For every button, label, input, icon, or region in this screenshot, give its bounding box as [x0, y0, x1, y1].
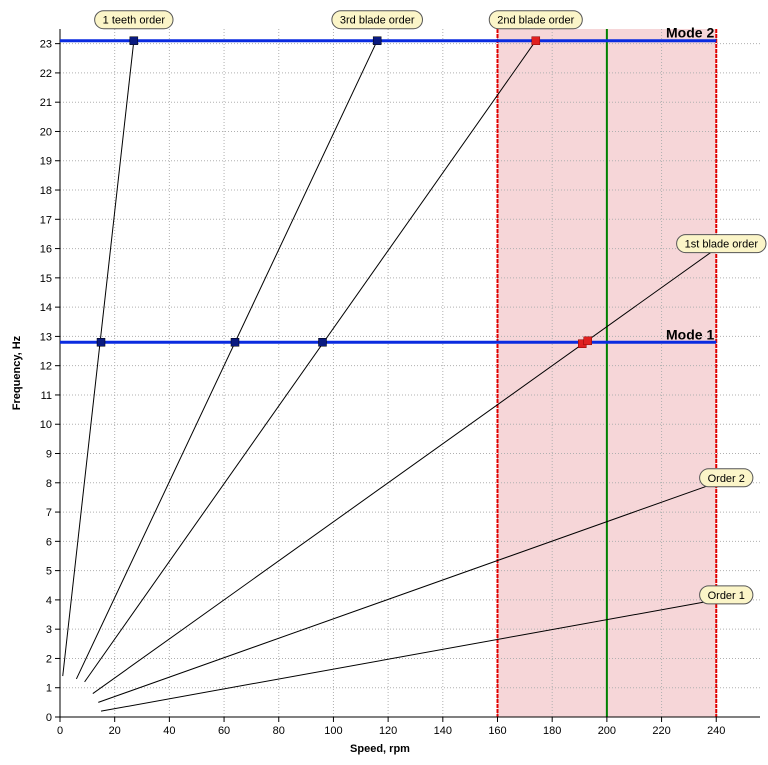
order-label-box	[331, 10, 423, 30]
y-tick-label: 15	[40, 273, 52, 285]
order-line	[84, 40, 537, 683]
order-label: 1 teeth order	[94, 10, 174, 30]
order-label: Order 2	[699, 468, 754, 488]
order-line	[62, 40, 135, 677]
x-tick-label: 40	[163, 725, 175, 737]
y-tick-label: 1	[46, 683, 52, 695]
order-label-box	[699, 585, 754, 605]
y-axis-title: Frequency, Hz	[11, 335, 23, 410]
y-tick-label: 18	[40, 185, 52, 197]
y-tick-label: 10	[40, 419, 52, 431]
mode-label: Mode 1	[666, 326, 714, 342]
x-tick-label: 240	[707, 725, 725, 737]
x-tick-label: 220	[652, 725, 670, 737]
crossing-marker-blue	[230, 338, 240, 347]
y-tick-label: 23	[40, 39, 52, 51]
y-tick-label: 20	[40, 126, 52, 138]
crossing-marker-blue	[372, 36, 382, 45]
order-label-text: Order 2	[708, 473, 745, 485]
crossing-marker-red	[531, 36, 541, 45]
order-line	[92, 248, 717, 694]
y-tick-label: 17	[40, 214, 52, 226]
y-tick-label: 5	[46, 566, 52, 578]
order-label: 2nd blade order	[488, 10, 583, 30]
y-tick-label: 8	[46, 478, 52, 490]
order-line	[100, 599, 717, 712]
crossing-marker-blue	[129, 36, 139, 45]
order-line	[75, 40, 378, 680]
y-tick-label: 14	[40, 302, 52, 314]
y-tick-label: 6	[46, 536, 52, 548]
y-tick-label: 9	[46, 449, 52, 461]
order-label-text: 1 teeth order	[103, 15, 166, 27]
crossing-marker-red	[583, 336, 592, 346]
order-label-text: 1st blade order	[685, 239, 759, 251]
y-tick-label: 0	[46, 712, 52, 724]
x-tick-label: 140	[434, 725, 452, 737]
x-tick-label: 180	[543, 725, 561, 737]
crossing-marker-blue	[318, 338, 327, 347]
y-tick-label: 7	[46, 507, 52, 519]
order-label-box	[676, 234, 767, 254]
order-label-text: 2nd blade order	[497, 15, 574, 27]
x-tick-label: 20	[109, 725, 121, 737]
x-tick-label: 200	[598, 725, 616, 737]
y-tick-label: 13	[40, 331, 52, 343]
y-tick-label: 11	[41, 390, 52, 402]
order-label-text: 3rd blade order	[340, 15, 415, 27]
order-label-text: Order 1	[708, 590, 745, 602]
x-tick-label: 60	[218, 725, 230, 737]
y-tick-label: 16	[40, 244, 52, 256]
x-tick-label: 0	[57, 725, 63, 737]
order-label-box	[94, 10, 174, 30]
order-label-box	[488, 10, 583, 30]
x-axis-title: Speed, rpm	[350, 743, 410, 755]
y-tick-label: 4	[46, 595, 52, 607]
x-tick-label: 100	[324, 725, 342, 737]
order-label: Order 1	[699, 585, 754, 605]
x-tick-label: 80	[273, 725, 285, 737]
y-tick-label: 19	[40, 156, 52, 168]
y-tick-label: 2	[46, 653, 52, 665]
crossing-marker-blue	[96, 338, 106, 347]
y-tick-label: 21	[40, 97, 52, 109]
y-tick-label: 22	[40, 68, 52, 80]
x-tick-label: 120	[379, 725, 397, 737]
order-label-box	[699, 468, 754, 488]
x-tick-label: 160	[488, 725, 506, 737]
mode-label: Mode 2	[666, 25, 714, 41]
y-tick-label: 12	[40, 361, 52, 373]
y-tick-label: 3	[46, 624, 52, 636]
order-label: 1st blade order	[676, 234, 767, 254]
order-label: 3rd blade order	[331, 10, 423, 30]
order-line	[98, 482, 717, 703]
